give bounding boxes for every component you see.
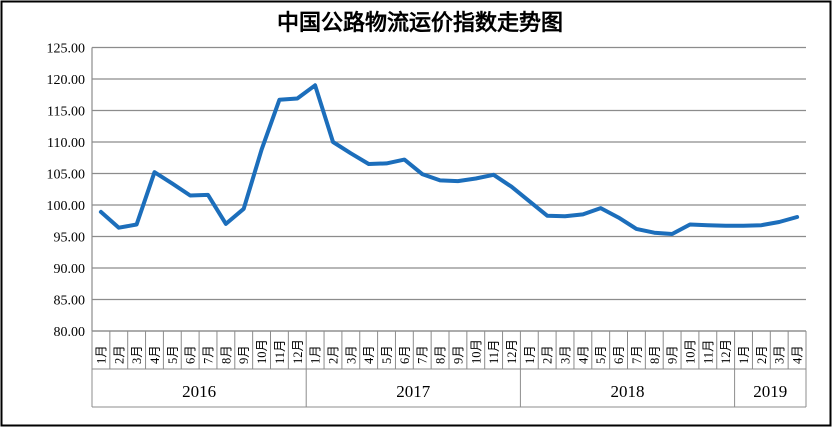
x-axis-year-label: 2016 (182, 382, 216, 401)
plot-area: 80.00 85.00 90.00 95.00 100.00 105.00 110.00 11… (47, 42, 807, 408)
x-axis-month-label: 8月 (648, 345, 662, 364)
x-axis-month-label: 1月 (309, 345, 323, 364)
x-axis-month-label: 6月 (184, 345, 198, 364)
y-axis-tick-label: 125.00 (47, 42, 86, 57)
x-axis-month-label: 1月 (94, 345, 108, 364)
y-axis-tick-label: 80.00 (54, 325, 86, 340)
y-axis-tick-label: 105.00 (47, 168, 86, 183)
x-axis-month-label: 9月 (451, 345, 465, 364)
x-axis-month-label: 11月 (701, 339, 715, 364)
x-axis-month-label: 7月 (202, 345, 216, 364)
x-axis-month-label: 9月 (237, 345, 251, 364)
x-axis-month-label: 3月 (773, 345, 787, 364)
x-axis-month-label: 12月 (505, 339, 519, 364)
x-axis-month-label: 4月 (362, 345, 376, 364)
x-axis-month-label: 2月 (755, 345, 769, 364)
x-axis-month-label: 2月 (326, 345, 340, 364)
x-axis-month-label: 1月 (737, 345, 751, 364)
x-axis-month-label: 11月 (487, 339, 501, 364)
x-axis-month-label: 6月 (398, 345, 412, 364)
x-axis-month-label: 4月 (791, 345, 805, 364)
x-axis-month-label: 9月 (666, 345, 680, 364)
x-axis-month-label: 3月 (130, 345, 144, 364)
x-axis-month-label: 3月 (559, 345, 573, 364)
y-axis-tick-label: 110.00 (47, 136, 85, 151)
x-axis-month-label: 4月 (576, 345, 590, 364)
x-axis-month-label: 10月 (469, 339, 483, 364)
y-axis-tick-label: 120.00 (47, 73, 86, 88)
y-axis-tick-label: 95.00 (54, 231, 86, 246)
x-axis-month-label: 12月 (291, 339, 305, 364)
x-axis-month-label: 6月 (612, 345, 626, 364)
x-axis-month-label: 8月 (219, 345, 233, 364)
x-axis-month-label: 1月 (523, 345, 537, 364)
x-axis-month-label: 3月 (344, 345, 358, 364)
x-axis-month-label: 10月 (255, 339, 269, 364)
x-axis-month-label: 8月 (434, 345, 448, 364)
y-axis-tick-label: 115.00 (47, 105, 85, 120)
x-axis-month-label: 7月 (416, 345, 430, 364)
x-axis-year-label: 2017 (396, 382, 431, 401)
x-axis-month-label: 4月 (148, 345, 162, 364)
x-axis-month-label: 5月 (380, 345, 394, 364)
x-axis-year-label: 2018 (611, 382, 645, 401)
y-axis-tick-label: 90.00 (54, 262, 86, 277)
x-axis-month-label: 12月 (719, 339, 733, 364)
chart-title: 中国公路物流运价指数走势图 (277, 10, 563, 35)
y-axis-tick-label: 85.00 (54, 294, 86, 309)
x-axis-month-label: 11月 (273, 339, 287, 364)
x-axis-month-label: 7月 (630, 345, 644, 364)
x-axis-year-label: 2019 (753, 382, 787, 401)
x-axis-month-label: 2月 (112, 345, 126, 364)
x-axis-month-label: 5月 (166, 345, 180, 364)
y-axis-tick-label: 100.00 (47, 199, 86, 214)
freight-index-line (98, 83, 800, 236)
x-axis-month-label: 10月 (683, 339, 697, 364)
x-axis-month-label: 5月 (594, 345, 608, 364)
x-axis-month-label: 2月 (541, 345, 555, 364)
